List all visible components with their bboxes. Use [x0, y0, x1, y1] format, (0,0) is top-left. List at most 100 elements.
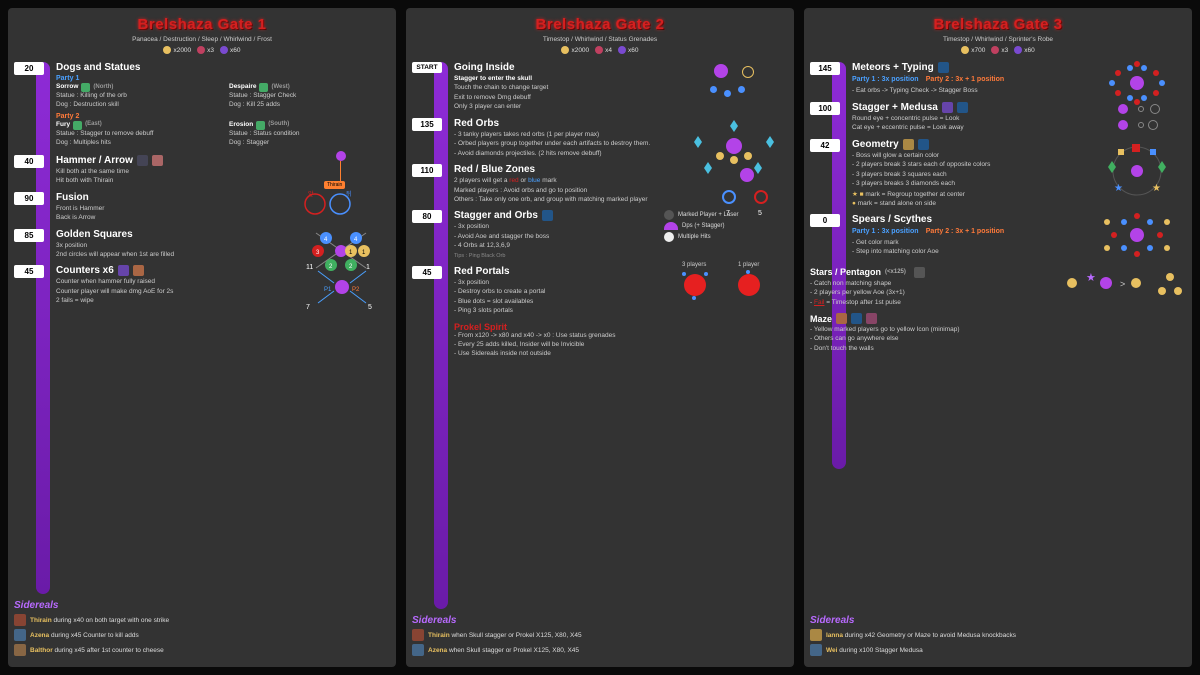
sidereals-title: Sidereals: [14, 600, 390, 611]
skill-icon: [851, 313, 862, 324]
timeline-bar: [434, 62, 448, 609]
spears-diagram: [1092, 210, 1182, 270]
party1-label: Party 1: [56, 75, 390, 82]
phase-marker: 45: [412, 266, 442, 279]
timeline-bar: [832, 62, 846, 469]
statue-name: Despaire: [229, 83, 256, 91]
phase-title: Stagger and Orbs: [454, 210, 538, 221]
party1-text: Party 1 : 3x position: [852, 228, 919, 235]
skill-icon: [137, 155, 148, 166]
sidereal-icon: [412, 629, 424, 641]
sidereals: Sidereals Thirain during x40 on both tar…: [14, 594, 390, 659]
phase-golden: 85 Golden Squares 3x position 2nd circle…: [56, 229, 390, 260]
reward-shard: x3: [207, 47, 214, 54]
svg-text:뒤: 뒤: [346, 190, 352, 198]
reward-shard: x3: [1001, 47, 1008, 54]
phase-marker: 0: [810, 214, 840, 227]
party2-text: Party 2 : 3x + 1 position: [926, 228, 1004, 235]
gate-title: Brelshaza Gate 3: [810, 16, 1186, 33]
phase-title: Geometry: [852, 139, 899, 150]
geometry-diagram: ★ ★: [1092, 139, 1182, 199]
reward-stone: x60: [628, 47, 638, 54]
phase-title: Stagger + Medusa: [852, 102, 938, 113]
svg-text:>: >: [1120, 279, 1125, 289]
phase-inside: START Going Inside Stagger to enter the …: [454, 62, 788, 112]
statue-icon: [256, 121, 265, 130]
gate-3-panel: Brelshaza Gate 3 Timestop / Whirlwind / …: [804, 8, 1192, 667]
skill-icon: [918, 139, 929, 150]
reward-stone: x60: [1024, 47, 1034, 54]
gate-title: Brelshaza Gate 2: [412, 16, 788, 33]
rewards: x2000 x3 x60: [14, 46, 390, 54]
sidereal-icon: [810, 644, 822, 656]
reward-shard: x4: [605, 47, 612, 54]
svg-text:1: 1: [366, 264, 370, 271]
phase-title: Hammer / Arrow: [56, 155, 133, 166]
sidereal-name: Azena: [30, 632, 49, 639]
phase-marker: 40: [14, 155, 44, 168]
sidereals: Sidereals Thirain when Skull stagger or …: [412, 609, 788, 659]
phase-portals: 45 Red Portals - 3x position - Destroy o…: [454, 266, 788, 316]
svg-text:★: ★: [1086, 272, 1096, 284]
battle-items: Panacea / Destruction / Sleep / Whirlwin…: [14, 36, 390, 43]
sidereal-name: Azena: [428, 647, 447, 654]
phase-stars: Stars / Pentagon (<x125) - Catch non mat…: [810, 267, 1186, 307]
phase-fusion: 90 Fusion Front is Hammer Back is Arrow …: [56, 192, 390, 223]
sidereals-title: Sidereals: [810, 615, 1186, 626]
phase-dogs: 20 Dogs and Statues Party 1 Sorrow(North…: [56, 62, 390, 149]
reward-stone: x60: [230, 47, 240, 54]
mark-line: 2 players will get a red or blue mark: [454, 177, 688, 185]
svg-text:P1: P1: [324, 287, 332, 293]
phase-marker: 100: [810, 102, 840, 115]
sidereal-icon: [14, 644, 26, 656]
phase-marker: 45: [14, 265, 44, 278]
skill-icon: [957, 102, 968, 113]
phase-title: Maze: [810, 314, 832, 324]
phase-marker: START: [412, 62, 442, 73]
reward-gold: x2000: [173, 47, 191, 54]
reward-gold: x700: [971, 47, 985, 54]
sidereal-name: Thirain: [428, 632, 450, 639]
skill-icon: [903, 139, 914, 150]
svg-text:5: 5: [368, 304, 372, 311]
sidereal-icon: [14, 614, 26, 626]
phase-counters: 45 Counters x6 Counter when hammer fully…: [56, 265, 390, 305]
statue-name: Fury: [56, 121, 70, 129]
statue-icon: [73, 121, 82, 130]
sidereals-title: Sidereals: [412, 615, 788, 626]
skill-icon: [152, 155, 163, 166]
reward-gold: x2000: [571, 47, 589, 54]
phase-redorbs: 135 Red Orbs - 3 tanky players takes red…: [454, 118, 788, 158]
counters-diagram: 11 1 7 5 P1 P2: [296, 259, 386, 319]
phase-title: Meteors + Typing: [852, 62, 934, 73]
statue-icon: [259, 83, 268, 92]
phase-title: Stars / Pentagon: [810, 267, 881, 277]
timeline-bar: [36, 62, 50, 594]
battle-items: Timestop / Whirlwind / Sprinter's Robe: [810, 36, 1186, 43]
statue-icon: [81, 83, 90, 92]
skill-icon: [942, 102, 953, 113]
statue-name: Sorrow: [56, 83, 78, 91]
phase-medusa: 100 Stagger + Medusa Round eye + concent…: [852, 102, 1186, 133]
skill-icon: [118, 265, 129, 276]
battle-items: Timestop / Whirlwind / Status Grenades: [412, 36, 788, 43]
phase-marker: 20: [14, 62, 44, 75]
skill-icon: [938, 62, 949, 73]
phase-redblue: 110 Red / Blue Zones 2 players will get …: [454, 164, 788, 204]
phase-marker: 110: [412, 164, 442, 177]
phase-maze: Maze - Yellow marked players go to yello…: [810, 313, 1186, 353]
skill-icon: [914, 267, 925, 278]
party2-label: Party 2: [56, 113, 390, 120]
gate-1-panel: Brelshaza Gate 1 Panacea / Destruction /…: [8, 8, 396, 667]
svg-text:7: 7: [306, 304, 310, 311]
skill-icon: [836, 313, 847, 324]
phase-marker: 80: [412, 210, 442, 223]
sidereal-name: Thirain: [30, 617, 52, 624]
skill-icon: [133, 265, 144, 276]
sidereal-icon: [412, 644, 424, 656]
portals-diagram: 3 players 1 player: [674, 262, 784, 322]
prokel-title: Prokel Spirit: [454, 322, 788, 332]
sidereal-icon: [810, 629, 822, 641]
timeline: START Going Inside Stagger to enter the …: [412, 62, 788, 609]
sidereals: Sidereals Ianna during x42 Geometry or M…: [810, 609, 1186, 659]
